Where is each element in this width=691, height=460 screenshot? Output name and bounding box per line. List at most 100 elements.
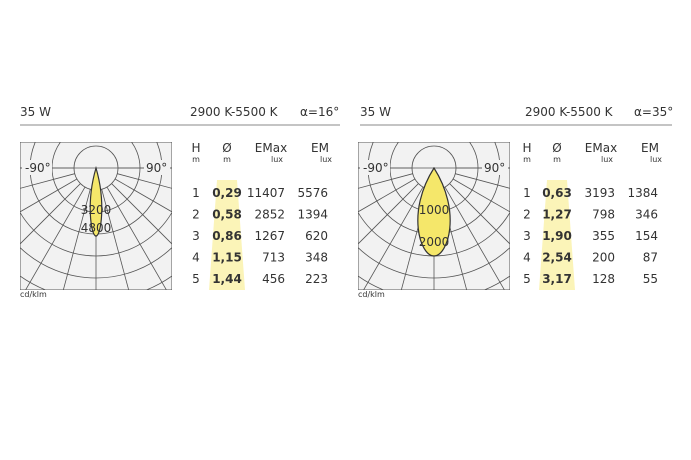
row-h: 5 [523, 272, 531, 286]
row-h: 1 [192, 186, 200, 200]
column-header: EMax [255, 141, 287, 155]
row-diameter: 1,15 [212, 251, 242, 265]
angle-label: -90° [363, 161, 389, 175]
angle-label: -90° [25, 161, 51, 175]
angle-label: 90° [146, 161, 167, 175]
row-diameter: 0,58 [212, 208, 242, 222]
polar-spoke [444, 186, 505, 290]
row-em: 87 [643, 251, 658, 265]
beam-angle: α=16° [300, 105, 339, 119]
cct: 2900 K-5500 K [190, 105, 279, 119]
polar-diagram [20, 142, 172, 290]
power: 35 W [360, 105, 391, 119]
polar-spoke [20, 183, 81, 245]
polar-spoke [117, 173, 172, 189]
row-diameter: 0,86 [212, 229, 242, 243]
row-h: 3 [523, 229, 531, 243]
column-unit: lux [320, 155, 332, 164]
column-unit: m [523, 155, 531, 164]
row-emax: 3193 [584, 186, 615, 200]
polar-spoke [111, 183, 172, 245]
row-emax: 355 [592, 229, 615, 243]
column-header: EM [641, 141, 659, 155]
polar-spoke [106, 186, 167, 290]
row-h: 5 [192, 272, 200, 286]
row-em: 620 [305, 229, 328, 243]
angle-label: 90° [484, 161, 505, 175]
label-bg [360, 160, 390, 175]
row-emax: 2852 [254, 208, 285, 222]
polar-spoke [358, 183, 419, 245]
polar-spoke [358, 173, 413, 189]
row-diameter: 1,90 [542, 229, 572, 243]
row-h: 3 [192, 229, 200, 243]
row-h: 2 [192, 208, 200, 222]
polar-diagram [358, 142, 510, 290]
panel: 35 W 2900 K-5500 K α=35° -90° 90° 1000 2000 cd/… [358, 105, 673, 299]
column-header: H [522, 141, 531, 155]
row-emax: 798 [592, 208, 615, 222]
polar-spoke [20, 178, 78, 213]
column-unit: lux [271, 155, 283, 164]
label-bg [144, 160, 170, 175]
polar-spoke [449, 183, 510, 245]
polar-spoke [20, 173, 75, 189]
power: 35 W [20, 105, 51, 119]
polar-spoke [455, 173, 510, 189]
row-diameter: 1,44 [212, 272, 242, 286]
column-unit: m [223, 155, 231, 164]
row-em: 348 [305, 251, 328, 265]
polar-spoke [25, 186, 86, 290]
row-diameter: 1,27 [542, 208, 572, 222]
column-unit: lux [601, 155, 613, 164]
polar-spoke [452, 178, 510, 213]
row-diameter: 0,29 [212, 186, 242, 200]
polar-spoke [62, 189, 91, 290]
panel: 35 W 2900 K-5500 K α=16° -90° 90° 3200 4800 cd/… [20, 105, 340, 299]
beam-curve [417, 166, 451, 257]
row-em: 223 [305, 272, 328, 286]
row-em: 1394 [297, 208, 328, 222]
row-h: 4 [192, 251, 200, 265]
row-h: 2 [523, 208, 531, 222]
row-emax: 713 [262, 251, 285, 265]
ring-label: 1000 [419, 203, 450, 217]
label-bg [482, 160, 508, 175]
ring-label: 4800 [81, 221, 112, 235]
diameter-highlight [209, 180, 245, 290]
row-em: 5576 [297, 186, 328, 200]
polar-spoke [363, 186, 424, 290]
row-emax: 200 [592, 251, 615, 265]
column-header: EMax [585, 141, 617, 155]
column-header: Ø [222, 141, 231, 155]
column-unit: m [192, 155, 200, 164]
beam-curve [89, 165, 103, 237]
label-bg [22, 160, 52, 175]
column-unit: m [553, 155, 561, 164]
unit-label: cd/klm [20, 290, 47, 299]
row-diameter: 2,54 [542, 251, 572, 265]
diameter-highlight [539, 180, 575, 290]
row-diameter: 3,17 [542, 272, 572, 286]
column-header: EM [311, 141, 329, 155]
row-em: 154 [635, 229, 658, 243]
ring-label: 2000 [419, 235, 450, 249]
row-emax: 128 [592, 272, 615, 286]
polar-spoke [358, 178, 416, 213]
column-header: Ø [552, 141, 561, 155]
row-em: 55 [643, 272, 658, 286]
row-emax: 1267 [254, 229, 285, 243]
row-em: 1384 [627, 186, 658, 200]
row-h: 1 [523, 186, 531, 200]
row-emax: 11407 [247, 186, 285, 200]
unit-label: cd/klm [358, 290, 385, 299]
beam-angle: α=35° [634, 105, 673, 119]
row-diameter: 0,63 [542, 186, 572, 200]
column-header: H [191, 141, 200, 155]
column-unit: lux [650, 155, 662, 164]
row-h: 4 [523, 251, 531, 265]
polar-spoke [114, 178, 172, 213]
row-emax: 456 [262, 272, 285, 286]
cct: 2900 K-5500 K [525, 105, 614, 119]
